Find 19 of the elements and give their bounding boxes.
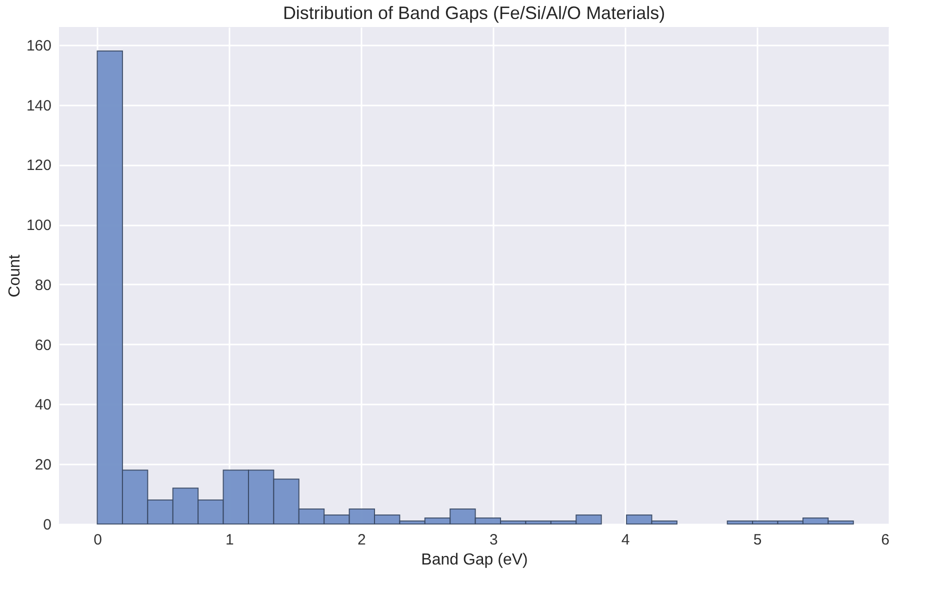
x-axis-title: Band Gap (eV) [421, 552, 528, 568]
x-tick-label: 2 [358, 532, 366, 548]
y-tick-label: 120 [26, 157, 52, 174]
x-tick-label: 3 [489, 532, 498, 548]
y-tick-label: 20 [34, 456, 52, 474]
y-tick-label: 100 [26, 217, 52, 234]
y-tick-label: 80 [34, 276, 52, 294]
chart-title: Distribution of Band Gaps (Fe/Si/Al/O Materials) [282, 3, 666, 23]
x-tick-label: 1 [226, 532, 234, 548]
y-tick-label: 60 [34, 336, 52, 354]
x-tick-label: 4 [621, 532, 630, 548]
y-tick-label: 40 [34, 396, 52, 414]
y-tick-label: 140 [26, 97, 52, 114]
x-tick-label: 0 [94, 532, 102, 548]
y-tick-label: 160 [26, 37, 52, 54]
x-tick-label: 5 [753, 532, 762, 548]
y-axis-title: Count [6, 254, 24, 298]
y-tick-label: 0 [43, 516, 52, 534]
x-tick-label: 6 [881, 532, 890, 548]
